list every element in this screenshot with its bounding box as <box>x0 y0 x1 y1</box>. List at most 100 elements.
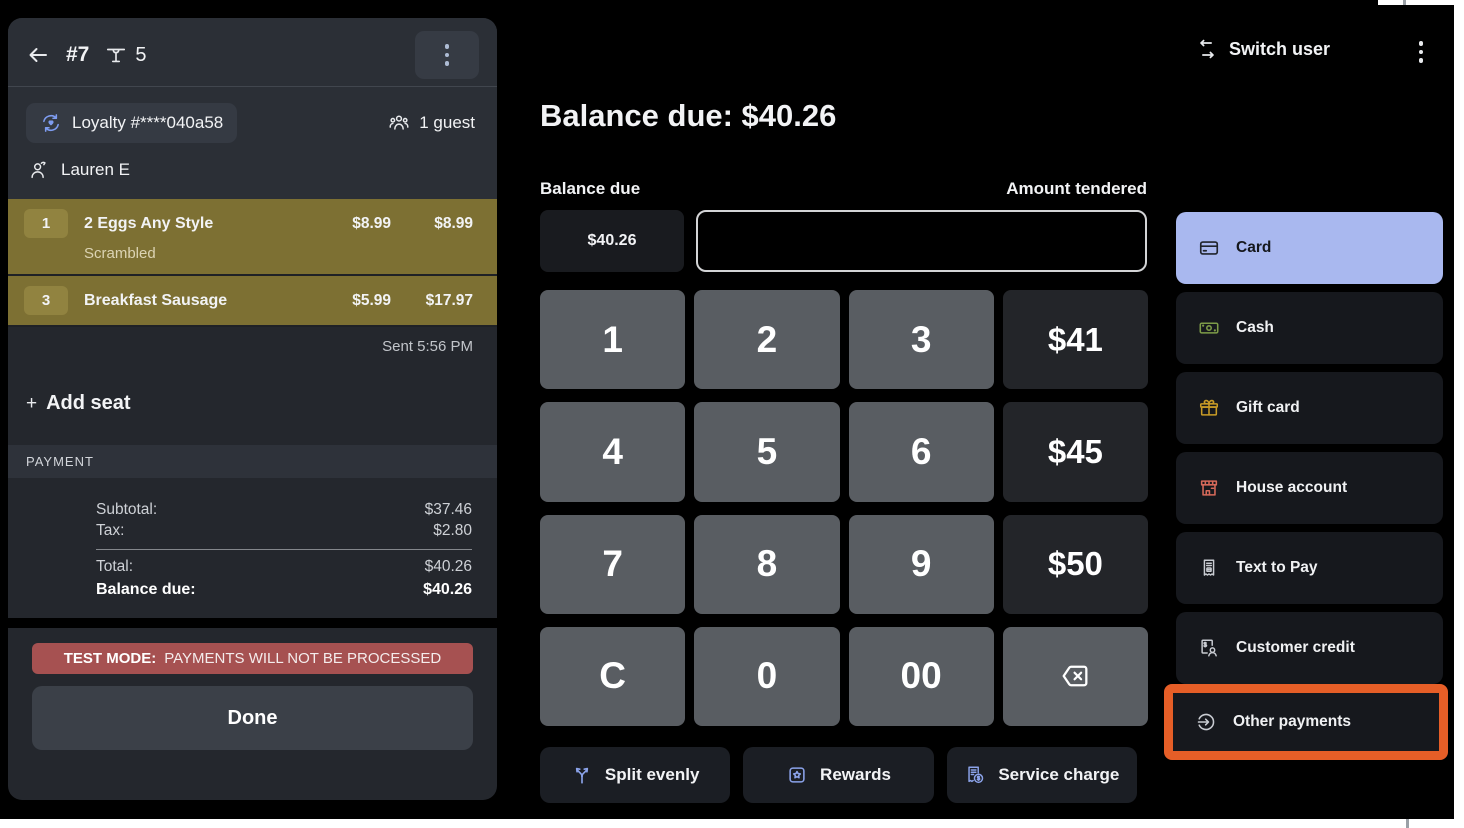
keypad-key-4[interactable]: 4 <box>540 402 686 502</box>
quick-amount-41[interactable]: $41 <box>1002 290 1148 390</box>
test-mode-message: PAYMENTS WILL NOT BE PROCESSED <box>164 650 442 667</box>
add-seat-label: Add seat <box>46 392 131 414</box>
item-modifier: Scrambled <box>84 245 156 262</box>
loyalty-label: Loyalty #****040a58 <box>72 113 224 132</box>
payment-section-header: PAYMENT <box>8 445 497 478</box>
other-payments-highlight: Other payments <box>1164 684 1448 760</box>
payment-method-label: House account <box>1236 479 1348 496</box>
service-charge-icon <box>968 766 984 784</box>
balance-due-label: Balance due: <box>96 581 196 598</box>
order-item-row[interactable]: 3 Breakfast Sausage $5.99 $17.97 <box>8 276 497 327</box>
service-charge-label: Service charge <box>998 765 1120 784</box>
payment-method-other-payments[interactable]: Other payments <box>1173 693 1439 751</box>
keypad-key-1[interactable]: 1 <box>540 290 686 390</box>
screenshot-margin <box>1378 0 1464 5</box>
guest-count-label: 1 guest <box>419 113 475 132</box>
keypad-key-00[interactable]: 00 <box>848 626 994 726</box>
ticket-menu-button[interactable] <box>415 31 479 79</box>
split-evenly-label: Split evenly <box>604 765 700 784</box>
switch-user-label: Switch user <box>1229 38 1331 59</box>
item-name: Breakfast Sausage <box>84 291 228 309</box>
balance-due-row: Balance due: $40.26 <box>96 581 472 599</box>
subtotal-row: Subtotal: $37.46 <box>96 501 472 519</box>
order-item-row[interactable]: 1 2 Eggs Any Style $8.99 $8.99 Scrambled <box>8 199 497 276</box>
tax-row: Tax: $2.80 <box>96 522 472 540</box>
keypad-key-clear[interactable]: C <box>540 626 686 726</box>
switch-user-button[interactable]: Switch user <box>1196 38 1330 60</box>
payment-method-house-account[interactable]: House account <box>1176 452 1443 524</box>
gift-card-icon <box>1199 399 1219 416</box>
screenshot-margin <box>1454 0 1464 828</box>
totals-section: Subtotal: $37.46 Tax: $2.80 Total: $40.2… <box>8 478 497 618</box>
payment-method-card[interactable]: Card <box>1176 212 1443 284</box>
kebab-icon <box>1418 41 1424 63</box>
payment-method-label: Cash <box>1236 319 1274 336</box>
payment-method-cash[interactable]: Cash <box>1176 292 1443 364</box>
screenshot-margin <box>0 819 1464 828</box>
payment-method-label: Card <box>1236 239 1272 256</box>
payment-method-label: Gift card <box>1236 399 1300 416</box>
split-icon <box>575 767 589 784</box>
payment-method-label: Customer credit <box>1236 639 1355 656</box>
rewards-button[interactable]: Rewards <box>743 747 934 803</box>
loyalty-chip[interactable]: Loyalty #****040a58 <box>26 103 238 143</box>
keypad-key-0[interactable]: 0 <box>694 626 840 726</box>
order-number: #7 <box>66 43 90 66</box>
server-person-icon <box>31 161 46 179</box>
done-button[interactable]: Done <box>32 686 473 750</box>
keypad-key-8[interactable]: 8 <box>694 514 840 614</box>
ticket-panel: #7 5 Loyalty #****040a58 1 guest <box>8 18 497 800</box>
item-unit-price: $5.99 <box>352 291 391 309</box>
back-arrow-icon[interactable] <box>26 43 50 67</box>
keypad-key-2[interactable]: 2 <box>694 290 840 390</box>
server-row: Lauren E <box>26 159 479 181</box>
item-qty-badge: 3 <box>24 286 68 315</box>
server-name: Lauren E <box>61 160 130 179</box>
balance-due-field-label: Balance due <box>540 179 641 198</box>
cash-icon <box>1199 322 1219 334</box>
keypad-key-6[interactable]: 6 <box>848 402 994 502</box>
service-charge-button[interactable]: Service charge <box>946 747 1137 803</box>
keypad-key-5[interactable]: 5 <box>694 402 840 502</box>
item-name: 2 Eggs Any Style <box>84 214 214 232</box>
switch-user-icon <box>1200 39 1214 59</box>
text-to-pay-icon <box>1203 559 1215 576</box>
payment-method-customer-credit[interactable]: Customer credit <box>1176 612 1443 684</box>
totals-divider <box>96 549 472 550</box>
payment-method-gift-card[interactable]: Gift card <box>1176 372 1443 444</box>
keypad-key-backspace[interactable] <box>1002 626 1148 726</box>
keypad-key-7[interactable]: 7 <box>540 514 686 614</box>
total-value: $40.26 <box>424 558 472 575</box>
keypad-key-9[interactable]: 9 <box>848 514 994 614</box>
test-mode-banner: TEST MODE: PAYMENTS WILL NOT BE PROCESSED <box>32 643 473 674</box>
card-icon <box>1199 241 1219 255</box>
table-info: 5 <box>105 44 146 67</box>
quick-amount-50[interactable]: $50 <box>1002 514 1148 614</box>
plus-icon: + <box>26 392 38 414</box>
overflow-menu-button[interactable] <box>1408 38 1434 66</box>
guests-icon <box>389 115 409 130</box>
split-evenly-button[interactable]: Split evenly <box>540 747 731 803</box>
amount-tendered-input[interactable] <box>696 210 1147 272</box>
keypad-key-3[interactable]: 3 <box>848 290 994 390</box>
tax-label: Tax: <box>96 522 125 539</box>
house-account-icon <box>1200 480 1218 496</box>
sent-timestamp: Sent 5:56 PM <box>382 338 473 355</box>
total-label: Total: <box>96 558 134 575</box>
rewards-icon <box>789 767 805 783</box>
customer-credit-icon <box>1201 639 1217 657</box>
guest-count[interactable]: 1 guest <box>388 112 479 134</box>
balance-due-value: $40.26 <box>423 581 472 598</box>
kebab-icon <box>444 44 450 66</box>
balance-due-box: $40.26 <box>540 210 684 272</box>
loyalty-icon <box>43 114 59 132</box>
item-total-price: $17.97 <box>425 291 473 309</box>
add-seat-button[interactable]: + Add seat <box>8 366 497 445</box>
payment-method-text-to-pay[interactable]: Text to Pay <box>1176 532 1443 604</box>
quick-amount-45[interactable]: $45 <box>1002 402 1148 502</box>
backspace-icon <box>1062 666 1088 687</box>
total-row: Total: $40.26 <box>96 558 472 576</box>
ticket-footer: TEST MODE: PAYMENTS WILL NOT BE PROCESSED… <box>8 628 497 800</box>
balance-due-heading: Balance due: $40.26 <box>540 98 837 133</box>
